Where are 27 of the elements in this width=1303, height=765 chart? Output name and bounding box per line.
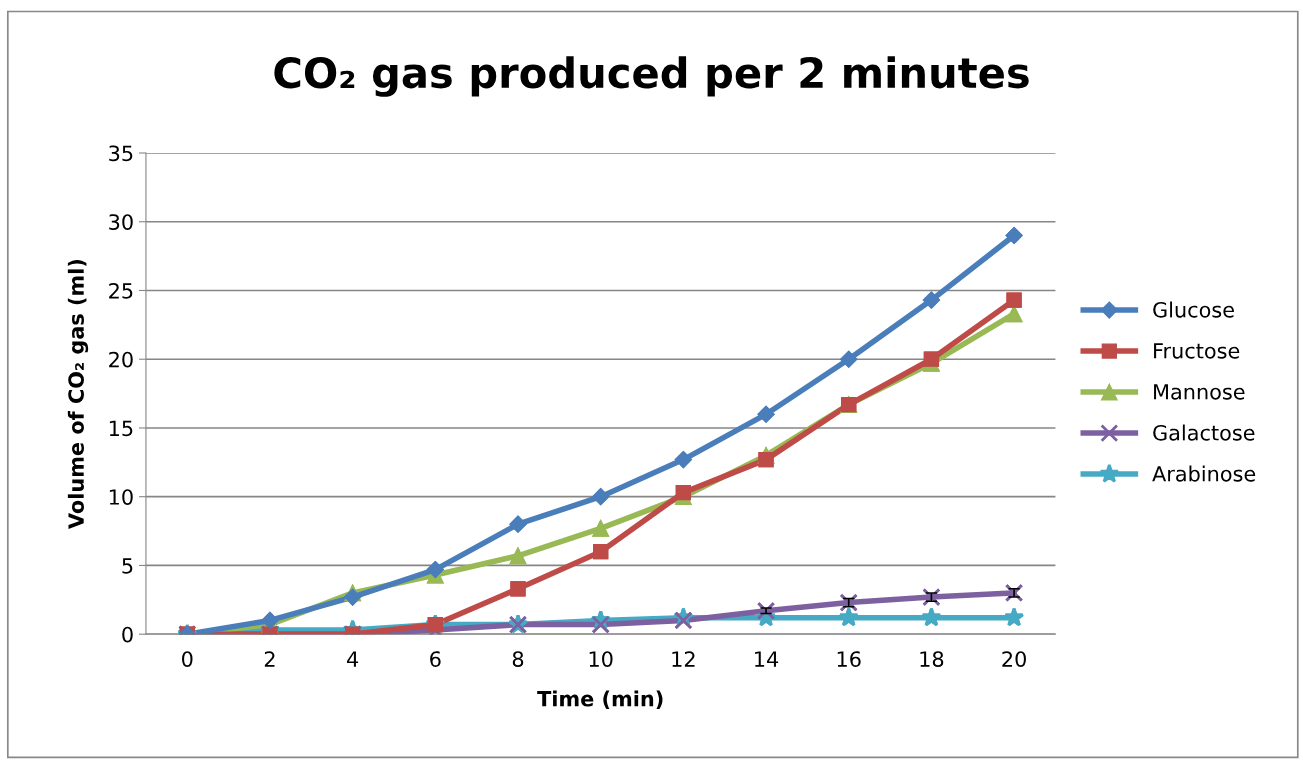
- x-tick-label: 10: [589, 651, 613, 667]
- chart-title: CO₂ gas produced per 2 minutes: [274, 56, 1029, 97]
- x-tick-label: 6: [430, 651, 441, 667]
- legend-label: Mannose: [1154, 384, 1245, 400]
- x-tick-label: 2: [264, 651, 275, 667]
- y-tick-label: 15: [109, 420, 133, 437]
- x-tick-label: 20: [1002, 651, 1026, 667]
- x-tick-label: 16: [837, 651, 861, 667]
- y-tick-label: 10: [109, 489, 133, 505]
- x-axis-title: Time (min): [537, 690, 663, 710]
- y-tick-label: 35: [109, 145, 133, 162]
- y-tick-label: 20: [109, 351, 133, 368]
- x-tick-label: 14: [755, 651, 779, 667]
- legend-label: Arabinose: [1152, 465, 1256, 482]
- x-tick-label: 8: [512, 651, 524, 667]
- x-tick-label: 18: [920, 651, 944, 667]
- legend-label: Galactose: [1153, 424, 1255, 441]
- y-tick-label: 5: [122, 558, 133, 574]
- y-tick-label: 30: [109, 214, 133, 230]
- y-axis-title: Volume of CO₂ gas (ml): [67, 259, 89, 529]
- y-tick-label: 0: [122, 626, 133, 643]
- y-tick-label: 25: [109, 282, 133, 299]
- legend-label: Fructose: [1154, 343, 1240, 359]
- x-tick-label: 4: [347, 651, 359, 667]
- x-tick-label: 0: [182, 651, 193, 667]
- x-tick-label: 12: [672, 651, 695, 667]
- legend-label: Glucose: [1153, 301, 1234, 318]
